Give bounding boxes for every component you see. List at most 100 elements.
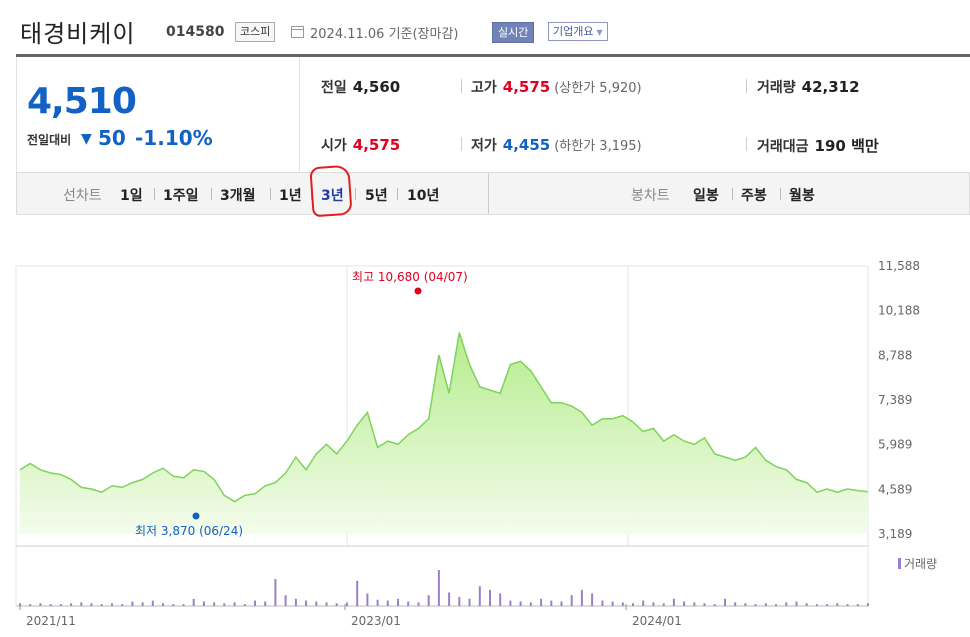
- y-tick-label: 8,788: [878, 348, 912, 362]
- price-chart: 11,588 10,188 8,788 7,389 5,989 4,589 3,189 최고…: [15, 259, 937, 628]
- volume-bar: [39, 603, 42, 606]
- volume-bar: [141, 602, 144, 606]
- volume-bar: [795, 601, 798, 606]
- company-overview-label: 기업개요: [553, 25, 594, 38]
- volume-bar: [683, 601, 686, 606]
- volume-bar: [856, 604, 859, 606]
- volume-bar: [489, 589, 491, 606]
- tab-divider: [154, 188, 155, 200]
- y-axis-labels: 11,588 10,188 8,788 7,389 5,989 4,589 3,189: [878, 259, 920, 541]
- volume-bar: [867, 603, 869, 606]
- volume-bar: [131, 601, 134, 606]
- y-tick-label: 5,989: [878, 438, 912, 452]
- tab-3m[interactable]: 3개월: [220, 188, 256, 204]
- realtime-button[interactable]: 실시간: [492, 22, 535, 43]
- low-label: 최저 3,870 (06/24): [135, 524, 243, 538]
- volume-bar: [356, 580, 359, 606]
- volume-bar: [580, 589, 583, 606]
- y-tick-label: 3,189: [878, 527, 912, 541]
- volume-bar: [826, 604, 829, 606]
- volume-bar: [335, 603, 338, 606]
- stat-label: 시가: [321, 138, 347, 154]
- volume-bar: [151, 600, 154, 606]
- volume-bar: [458, 597, 461, 606]
- volume-bar: [243, 604, 246, 606]
- current-price: 4,510: [27, 81, 137, 122]
- volume-bar: [172, 604, 175, 606]
- company-overview-button[interactable]: 기업개요 ▼: [548, 22, 608, 41]
- stat-high: 고가 4,575 (상한가 5,920): [471, 77, 642, 97]
- volume-bar: [223, 603, 226, 606]
- dropdown-arrow-icon: ▼: [596, 28, 603, 37]
- tab-10y[interactable]: 10년: [407, 188, 440, 204]
- volume-bar: [294, 598, 297, 606]
- stat-label: 고가: [471, 80, 497, 96]
- tab-weekly[interactable]: 주봉: [741, 188, 767, 204]
- tab-5y[interactable]: 5년: [365, 188, 388, 204]
- volume-bar: [274, 579, 277, 606]
- tab-divider: [311, 188, 312, 200]
- divider: [746, 137, 747, 151]
- volume-bar: [397, 598, 399, 606]
- tab-daily[interactable]: 일봉: [693, 188, 719, 204]
- tab-group-divider: [488, 173, 489, 214]
- tab-3y[interactable]: 3년: [321, 188, 344, 204]
- volume-bar: [815, 604, 818, 606]
- volume-bar: [345, 602, 348, 606]
- volume-bar: [754, 604, 757, 606]
- line-chart-label: 선차트: [63, 188, 102, 204]
- low-marker: [192, 512, 200, 520]
- volume-bar: [376, 599, 379, 606]
- header-divider: [16, 54, 970, 57]
- divider: [461, 137, 462, 151]
- tab-divider: [270, 188, 271, 200]
- volume-bar: [366, 593, 369, 606]
- stock-name: 태경비케이: [20, 20, 136, 48]
- volume-legend-icon: [898, 558, 901, 569]
- volume-bar: [846, 604, 849, 606]
- volume-bar: [59, 604, 62, 606]
- volume-bar: [703, 603, 706, 606]
- volume-bar: [652, 602, 655, 606]
- volume-bar: [121, 604, 124, 606]
- price-summary: 4,510 전일대비 ▼ 50 -1.10%: [16, 57, 300, 172]
- high-low-markers: 최고 10,680 (04/07) 최저 3,870 (06/24): [135, 270, 468, 538]
- base-date: 2024.11.06 기준(장마감): [310, 27, 459, 42]
- volume-bar: [80, 602, 83, 606]
- volume-bar: [570, 595, 573, 606]
- volume-bar: [325, 602, 328, 606]
- volume-bar: [90, 603, 93, 606]
- volume-bar: [601, 600, 604, 606]
- y-tick-label: 10,188: [878, 304, 920, 318]
- stat-prev-close: 전일 4,560: [321, 77, 400, 97]
- stat-label: 저가: [471, 138, 497, 154]
- volume-bar: [29, 604, 32, 606]
- price-line: [19, 332, 869, 503]
- price-stats: 전일 4,560 고가 4,575 (상한가 5,920) 거래량 42,312 시가 4…: [299, 57, 970, 172]
- tab-1d[interactable]: 1일: [120, 188, 143, 204]
- volume-bar: [192, 598, 195, 606]
- volume-bar: [775, 604, 777, 606]
- x-tick-label: 2023/01: [351, 614, 401, 628]
- tab-1y[interactable]: 1년: [279, 188, 302, 204]
- volume-bar: [713, 604, 716, 606]
- stat-value: 4,575: [502, 78, 551, 96]
- chart-period-tabs: 선차트 1일 1주일 3개월 1년 3년 5년 10년 봉차트 일봉 주봉 월봉: [16, 172, 970, 215]
- volume-bar: [233, 602, 236, 606]
- volume-bars: [19, 570, 869, 606]
- volume-bar: [672, 598, 675, 606]
- tab-divider: [397, 188, 398, 200]
- volume-bar: [836, 603, 839, 606]
- x-tick-label: 2021/11: [26, 614, 76, 628]
- volume-bar: [642, 600, 645, 606]
- stat-value: 4,560: [352, 78, 401, 96]
- price-area: [20, 332, 868, 534]
- volume-bar: [560, 601, 563, 606]
- tab-1w[interactable]: 1주일: [163, 188, 199, 204]
- volume-bar: [540, 598, 543, 606]
- tab-monthly[interactable]: 월봉: [789, 188, 815, 204]
- stock-code: 014580: [166, 24, 225, 40]
- compare-label: 전일대비: [27, 133, 72, 147]
- volume-bar: [202, 601, 205, 606]
- volume-bar: [529, 602, 532, 606]
